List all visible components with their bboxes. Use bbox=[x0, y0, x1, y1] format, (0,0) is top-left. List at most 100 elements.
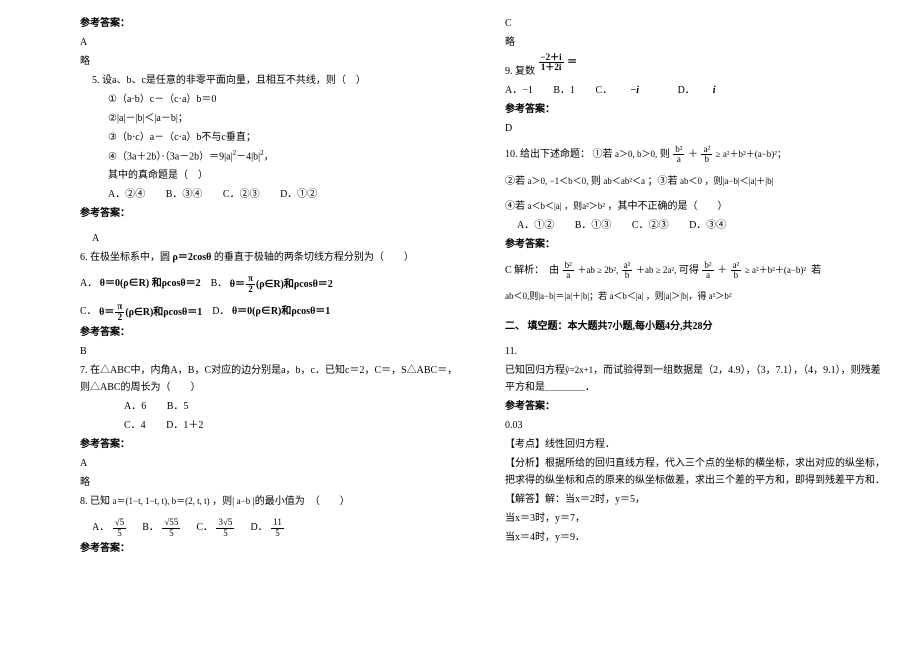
q6-a-2: 和ρcosθ＝2 bbox=[152, 279, 201, 290]
q9-stem: 9. 复数 bbox=[505, 63, 890, 80]
answer-value: A bbox=[80, 34, 465, 51]
jd-text: 解：当x＝2时，y＝5， bbox=[545, 494, 645, 505]
q6-rho: ρ＝2cosθ bbox=[173, 252, 212, 263]
q5-item1: ①（a·b）c－（c·a）b＝0 bbox=[80, 91, 465, 108]
q5-item4: ④（3a＋2b）·（3a－2b）＝9|a|2－4|b|2， bbox=[80, 148, 465, 165]
kd-label: 【考点】 bbox=[505, 439, 545, 450]
q10-s-f3: b²a bbox=[702, 261, 713, 281]
q9-d: D． i bbox=[678, 85, 734, 96]
q10-i3-pre: ；③若 bbox=[648, 176, 678, 187]
q5-opt-d: D．①② bbox=[280, 189, 317, 200]
q11-ans: 0.03 bbox=[505, 417, 890, 434]
answer-label: 参考答案： bbox=[80, 15, 465, 32]
num: √5 bbox=[113, 518, 126, 528]
q11-ans-label: 参考答案： bbox=[505, 398, 890, 415]
q6-row1: A． θ＝0(ρ∈R) 和ρcosθ＝2 B． θ＝ π2 (ρ∈R)和ρcos… bbox=[80, 274, 465, 294]
q5-i4-post: ， bbox=[264, 151, 274, 162]
q11-fx: 【分析】根据所给的回归直线方程，代入三个点的坐标的横坐标，求出对应的纵坐标，把求… bbox=[505, 455, 890, 489]
q10-plus: ＋ bbox=[688, 149, 698, 160]
q10-line1: 10. 给出下述命题： ①若 a＞0, b＞0, 则 b²a ＋ a²b ≥ a… bbox=[505, 145, 890, 165]
q9-b: B．1 bbox=[553, 85, 575, 96]
q8-d-frac: 115 bbox=[271, 518, 284, 538]
q5-opt-b: B．③④ bbox=[166, 189, 203, 200]
q11-num: 11. bbox=[505, 343, 890, 360]
den: 2 bbox=[116, 313, 125, 322]
q7-c: C．4 bbox=[124, 420, 146, 431]
q10-i4-c: a＜b＜|a| bbox=[528, 201, 562, 211]
q9-pre: 9. 复数 bbox=[505, 66, 535, 77]
q7-opts-1: A．6 B．5 bbox=[80, 398, 465, 415]
q11-blank: ＿＿＿＿ bbox=[545, 382, 585, 393]
q6-d-pre: D． bbox=[212, 306, 229, 317]
page-root: 参考答案： A 略 5. 设a、b、c是任意的非零平面向量，且相互不共线，则（ … bbox=[0, 0, 920, 651]
q9-c: C．−i bbox=[596, 85, 658, 96]
q6-c-pre: C． bbox=[80, 306, 97, 317]
q10-s4: ＋ab ≥ 2a², bbox=[636, 265, 676, 275]
q8-ans-label: 参考答案： bbox=[80, 540, 465, 557]
q8-mid: ，则| bbox=[212, 496, 234, 507]
q9-d-val: i bbox=[713, 85, 716, 96]
q9-c-val: −i bbox=[630, 85, 639, 96]
q11-pre: 已知回归方程 bbox=[505, 365, 565, 376]
q10-i2-pre: ②若 bbox=[505, 176, 525, 187]
section-2-title: 二、 填空题：本大题共7小题,每小题4分,共28分 bbox=[505, 318, 890, 335]
q7-opts-2: C．4 D．1＋2 bbox=[80, 417, 465, 434]
q8-c-pre: C． bbox=[196, 522, 213, 533]
q10-sol-1: C 解析： 由 b²a ＋ab ≥ 2b², a²b ＋ab ≥ 2a², 可得… bbox=[505, 261, 890, 281]
q8-d-pre: D． bbox=[250, 522, 267, 533]
q10-f1: b²a bbox=[673, 145, 684, 165]
q10-i2-c: a＞0, −1＜b＜0, bbox=[528, 176, 589, 186]
q10-ans-pre: C 解析： 由 bbox=[505, 265, 559, 276]
num: √55 bbox=[162, 518, 180, 528]
q8-b-pre: B． bbox=[142, 522, 159, 533]
q10-s2: ＋ab ≥ 2b², bbox=[577, 265, 618, 275]
q11-jd: 【解答】解：当x＝2时，y＝5， bbox=[505, 491, 890, 508]
q7-a: A．6 bbox=[124, 401, 146, 412]
q10-s-f1: b²a bbox=[563, 261, 574, 281]
q10-i1-then: 则 bbox=[660, 149, 670, 160]
q6-post: 的垂直于极轴的两条切线方程分别为（ ） bbox=[214, 252, 414, 263]
q7-stem: 7. 在△ABC中，内角A，B，C对应的边分别是a，b，c．已知c＝2，C＝，S… bbox=[80, 362, 465, 396]
q10-s-ruo: 若 bbox=[811, 265, 821, 276]
q9-ans: D bbox=[505, 120, 890, 137]
q6-row2: C． θ＝ π2 (ρ∈R)和ρcosθ＝1 D． θ＝0(ρ∈R)和ρcosθ… bbox=[80, 302, 465, 322]
q7-ans: A bbox=[80, 455, 465, 472]
q5-i4-pre: ④（3a＋2b）·（3a－2b）＝9|a| bbox=[108, 151, 233, 162]
brief: 略 bbox=[505, 34, 890, 51]
q6-c-post: (ρ∈R)和ρcosθ＝1 bbox=[125, 304, 202, 321]
q10-i4-then: ，则a²＞b² bbox=[564, 201, 605, 211]
q11-jd2: 当x＝3时，y＝7， bbox=[505, 510, 890, 527]
q6-c-theta: θ＝ bbox=[99, 304, 114, 321]
q8-opts: A． √55 B． √555 C． 3√55 D． 115 bbox=[80, 518, 465, 538]
q10-opts: A．①② B．①③ C．②③ D．③④ bbox=[505, 217, 890, 234]
q8-c-frac: 3√55 bbox=[216, 518, 234, 538]
q7-ans-label: 参考答案： bbox=[80, 436, 465, 453]
q6-stem: 6. 在极坐标系中，圆 ρ＝2cosθ 的垂直于极轴的两条切线方程分别为（ ） bbox=[80, 249, 465, 266]
q6-b-post: (ρ∈R)和ρcosθ＝2 bbox=[256, 276, 333, 293]
q5-item2: ②|a|－|b|＜|a－b|； bbox=[80, 110, 465, 127]
q8-a-frac: √55 bbox=[113, 518, 126, 538]
q5-ans-label: 参考答案： bbox=[80, 205, 465, 222]
den: a bbox=[675, 155, 683, 164]
q9-d-pre: D． bbox=[678, 85, 695, 96]
den: a bbox=[564, 271, 572, 280]
q10-line3: ④若 a＜b＜|a| ，则a²＞b² ，其中不正确的是（ ） bbox=[505, 198, 890, 215]
q10-ans-label: 参考答案： bbox=[505, 236, 890, 253]
q10-pre: 10. 给出下述命题： bbox=[505, 149, 590, 160]
q7-brief: 略 bbox=[80, 474, 465, 491]
q5-opt-c: C．②③ bbox=[223, 189, 260, 200]
q10-sol-2: ab＜0,则|a−b|＝|a|＋|b|；若 a＜b＜|a| ，则|a|＞|b|，… bbox=[505, 289, 890, 304]
q5-options: A．②④ B．③④ C．②③ D．①② bbox=[80, 186, 465, 203]
den: 2 bbox=[246, 285, 255, 294]
num: 11 bbox=[271, 518, 284, 528]
q5-ans: A bbox=[80, 230, 465, 247]
jd-label: 【解答】 bbox=[505, 494, 545, 505]
q5-i4-mid: －4|b| bbox=[236, 151, 260, 162]
q10-b: B．①③ bbox=[575, 220, 612, 231]
q6-b-expr: θ＝ π2 (ρ∈R)和ρcosθ＝2 bbox=[230, 274, 333, 294]
q10-s6: ≥ a²＋b²＋(a−b)² bbox=[745, 265, 806, 275]
q5-opt-a: A．②④ bbox=[108, 189, 145, 200]
q5-stem: 5. 设a、b、c是任意的非零平面向量，且相互不共线，则（ ） bbox=[80, 72, 465, 89]
q10-line2: ②若 a＞0, −1＜b＜0, 则 ab＜ab²＜a ；③若 ab＜0 ，则|a… bbox=[505, 173, 890, 190]
q10-s-f4: a²b bbox=[731, 261, 742, 281]
